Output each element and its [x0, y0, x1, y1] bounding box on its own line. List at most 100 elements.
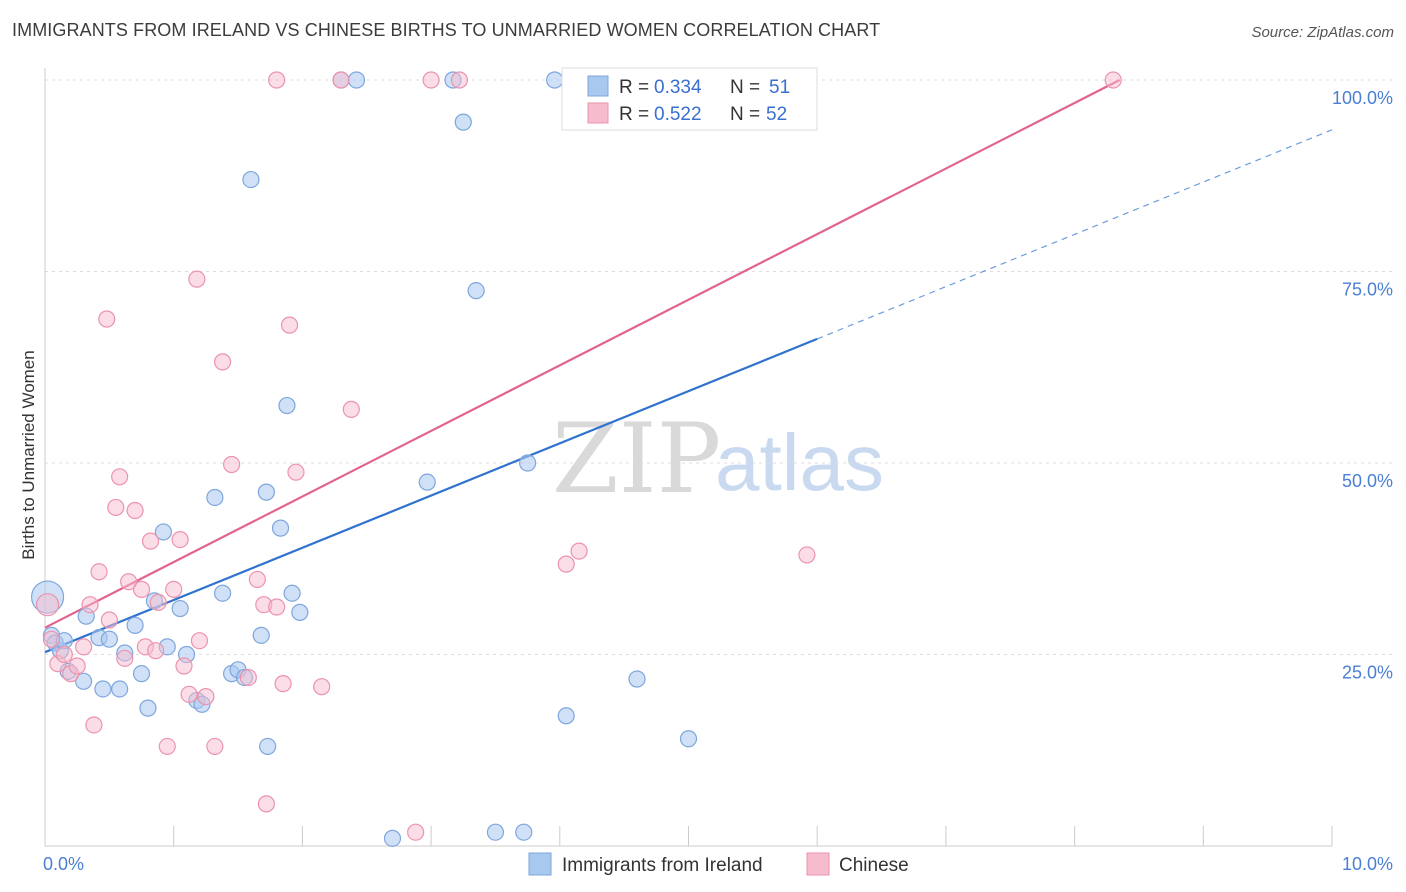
chinese-point	[223, 455, 241, 474]
chinese-point	[149, 593, 167, 612]
y-tick-label-75: 75.0%	[1342, 280, 1393, 300]
chinese-point	[158, 737, 176, 756]
chinese-point	[190, 632, 209, 650]
legend-n-label-chinese: N =	[730, 104, 760, 125]
ireland-point	[486, 823, 505, 841]
ireland-point	[628, 670, 646, 688]
chinese-point	[100, 611, 118, 629]
chinese-point	[557, 555, 575, 573]
ireland-point	[206, 488, 224, 507]
bottom-legend-label-chinese: Chinese	[839, 855, 909, 876]
chinese-point	[287, 463, 305, 481]
axes	[44, 68, 1333, 847]
ireland-point	[557, 707, 575, 725]
chinese-point	[141, 532, 160, 550]
legend-n-label-ireland: N =	[730, 77, 760, 98]
chinese-points	[35, 71, 1122, 841]
bottom-legend-swatch-ireland	[528, 852, 552, 876]
tick-labels: 25.0% 50.0% 75.0% 100.0% 0.0% 10.0%	[43, 88, 1393, 874]
ireland-point	[111, 680, 129, 698]
ireland-point	[383, 829, 402, 847]
ireland-point	[257, 483, 275, 501]
chinese-point	[332, 71, 350, 89]
y-tick-label-25: 25.0%	[1342, 663, 1393, 683]
ireland-point	[546, 71, 564, 89]
watermark-zip: ZIP	[552, 403, 721, 515]
trend-line-ireland	[44, 337, 818, 654]
chinese-point	[75, 638, 93, 656]
trend-lines	[44, 79, 1333, 654]
chinese-point	[188, 270, 206, 288]
chinese-point	[280, 316, 299, 334]
ireland-point	[75, 672, 93, 690]
chinese-point	[55, 645, 73, 664]
ireland-point	[100, 630, 118, 648]
chinese-point	[422, 71, 440, 89]
chinese-point	[111, 468, 129, 486]
chinese-point	[35, 593, 60, 617]
ireland-point	[679, 730, 698, 748]
ireland-point	[242, 170, 260, 189]
chinese-point	[1104, 71, 1122, 89]
chinese-point	[206, 737, 224, 756]
trend-line-ireland-extension	[816, 129, 1333, 340]
chinese-point	[407, 823, 425, 841]
chinese-point	[171, 530, 189, 549]
legend-r-label-chinese: R =	[619, 104, 649, 125]
ireland-point	[454, 113, 472, 131]
chinese-point	[268, 71, 286, 89]
legend-n-value-ireland: 51	[769, 77, 790, 98]
ireland-point	[154, 523, 173, 541]
chinese-point	[313, 678, 331, 696]
grid-lines	[45, 79, 1392, 655]
chinese-point	[90, 563, 108, 581]
ireland-point	[291, 603, 309, 621]
y-axis-label: Births to Unmarried Women	[19, 350, 38, 559]
trend-line-chinese	[44, 79, 1121, 629]
x-tick-label-max: 10.0%	[1342, 854, 1393, 874]
chinese-point	[248, 570, 266, 589]
legend-r-value-ireland: 0.334	[654, 77, 702, 98]
ireland-point	[519, 454, 537, 472]
chinese-point	[274, 675, 292, 693]
ireland-point	[347, 71, 366, 89]
correlation-legend: R = 0.334 N = 51 R = 0.522 N = 52	[561, 67, 818, 131]
legend-swatch-ireland	[587, 75, 609, 97]
ireland-point	[132, 665, 151, 683]
chinese-point	[120, 573, 138, 591]
legend-n-value-chinese: 52	[766, 104, 787, 125]
chinese-point	[798, 546, 816, 564]
chinese-point	[180, 685, 198, 703]
chinese-point	[126, 501, 144, 520]
ireland-point	[126, 616, 144, 634]
chinese-point	[116, 649, 134, 667]
chinese-point	[165, 580, 183, 598]
chinese-point	[98, 310, 116, 328]
ireland-point	[94, 680, 112, 698]
ireland-point	[515, 823, 533, 841]
chinese-point	[85, 716, 103, 734]
chinese-point	[68, 657, 86, 675]
chinese-point	[450, 71, 469, 89]
chinese-point	[268, 598, 286, 616]
ireland-point	[171, 599, 189, 618]
chinese-point	[257, 795, 275, 813]
bottom-legend-label-ireland: Immigrants from Ireland	[562, 855, 763, 876]
ireland-point	[283, 584, 301, 602]
y-tick-label-100: 100.0%	[1332, 88, 1393, 108]
chinese-point	[81, 596, 99, 614]
chart-title: IMMIGRANTS FROM IRELAND VS CHINESE BIRTH…	[12, 20, 881, 40]
chinese-point	[342, 400, 360, 418]
series-legend: Immigrants from Ireland Chinese	[528, 852, 909, 876]
chinese-point	[42, 630, 61, 648]
x-tick-label-min: 0.0%	[43, 854, 84, 874]
ireland-point	[252, 626, 270, 644]
chinese-point	[107, 498, 125, 517]
watermark-atlas: atlas	[715, 418, 884, 507]
ireland-point	[214, 584, 232, 602]
ireland-point	[259, 737, 277, 756]
ireland-point	[278, 396, 296, 415]
source-credit: Source: ZipAtlas.com	[1251, 24, 1394, 41]
legend-swatch-chinese	[587, 102, 609, 124]
